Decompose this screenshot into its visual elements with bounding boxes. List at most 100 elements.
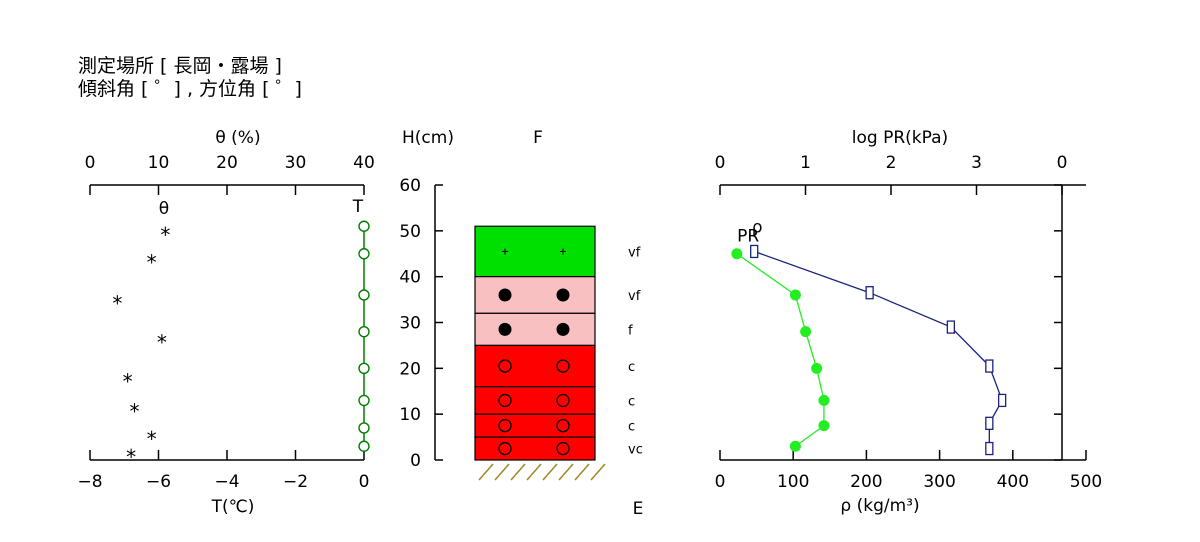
- temp-series-label: T: [352, 197, 364, 217]
- theta-point: *: [123, 370, 133, 394]
- temp-tick-label: 0: [359, 472, 370, 492]
- snow-layer: [474, 386, 596, 415]
- theta-point: *: [126, 445, 136, 469]
- ground-label: E: [633, 499, 644, 519]
- ground-hatch: [526, 463, 542, 481]
- temp-point: [358, 394, 370, 407]
- height-tick-label: 10: [399, 405, 421, 425]
- density-point: [789, 440, 801, 452]
- ground-hatch: [558, 463, 574, 481]
- ground-hatch: [478, 463, 494, 481]
- density-point: [789, 289, 801, 301]
- density-line: [736, 253, 825, 447]
- temp-axis-title: T(℃): [211, 497, 255, 517]
- theta-tick-label: 20: [216, 153, 238, 173]
- grain-symbol-filled: [498, 322, 512, 336]
- theta-tick-label: 30: [285, 153, 307, 173]
- density-point: [800, 326, 812, 338]
- surface-label: F: [533, 128, 543, 148]
- theta-point: *: [147, 427, 157, 451]
- pr-axis-title: log PR(kPa): [852, 128, 948, 148]
- temp-tick-label: −2: [283, 472, 308, 492]
- height-tick-label: 0: [410, 451, 421, 471]
- theta-tick-label: 40: [353, 153, 375, 173]
- snow-layer: [474, 344, 596, 388]
- grain-symbol-open: [498, 441, 512, 456]
- hardness-label: f: [628, 323, 633, 338]
- grain-symbol-filled: [556, 288, 570, 302]
- pr-tick-label: 1: [800, 153, 811, 173]
- theta-axis-title: θ (%): [215, 128, 260, 148]
- height-tick-label: 50: [399, 222, 421, 242]
- temp-tick-label: −4: [214, 472, 239, 492]
- theta-series-label: θ: [159, 199, 169, 219]
- snow-layer: [474, 312, 596, 347]
- grain-symbol-open: [498, 393, 512, 408]
- snow-layer: [474, 413, 596, 438]
- pr-point: [865, 286, 874, 300]
- pr-tick-label: 2: [886, 153, 897, 173]
- density-tick-label: 400: [997, 472, 1029, 492]
- grain-symbol-open: [556, 441, 570, 456]
- slope-line: 傾斜角 [ ゜] , 方位角 [ ゜]: [78, 78, 302, 100]
- temp-point: [358, 289, 370, 301]
- density-tick-label: 0: [715, 472, 726, 492]
- ground-hatch: [542, 463, 558, 481]
- density-point: [818, 394, 830, 406]
- density-point: [818, 420, 830, 432]
- pr-point: [985, 416, 994, 430]
- theta-tick-label: 0: [85, 153, 96, 173]
- pr-tick-label: 0: [1057, 153, 1068, 173]
- density-tick-label: 100: [777, 472, 809, 492]
- temp-point: [358, 440, 370, 452]
- theta-point: *: [130, 399, 140, 423]
- hardness-label: vf: [628, 289, 641, 304]
- density-tick-label: 200: [850, 472, 882, 492]
- height-tick-label: 60: [399, 176, 421, 196]
- hardness-label: c: [628, 420, 635, 435]
- pr-point: [985, 359, 994, 373]
- ground-hatch: [510, 463, 526, 481]
- location-line: 測定場所 [ 長岡・露場 ]: [78, 55, 282, 77]
- grain-symbol-open: [556, 418, 570, 433]
- pr-point: [998, 393, 1007, 408]
- theta-point: *: [147, 250, 157, 274]
- temp-tick-label: −6: [146, 472, 171, 492]
- ground-hatch: [494, 463, 510, 481]
- temp-point: [358, 422, 370, 434]
- theta-point: *: [157, 331, 167, 355]
- theta-point: *: [112, 292, 122, 316]
- pr-series-label: PR: [737, 226, 759, 246]
- ground-hatch: [590, 463, 606, 481]
- snow-layer: [474, 436, 596, 461]
- hardness-label: vc: [628, 443, 643, 458]
- pr-point: [750, 244, 759, 259]
- density-point: [811, 362, 823, 374]
- height-tick-label: 30: [399, 314, 421, 334]
- temp-tick-label: −8: [77, 472, 102, 492]
- pr-point: [946, 320, 955, 334]
- grain-symbol-filled: [556, 322, 570, 336]
- grain-symbol-open: [556, 359, 570, 373]
- density-point: [731, 248, 743, 260]
- theta-tick-label: 10: [148, 153, 170, 173]
- temp-point: [358, 325, 370, 338]
- density-tick-label: 300: [923, 472, 955, 492]
- pr-tick-label: 0: [715, 153, 726, 173]
- temp-point: [358, 362, 370, 375]
- pr-line: [753, 250, 1003, 449]
- pr-point: [985, 441, 994, 456]
- grain-symbol-filled: [498, 288, 512, 302]
- grain-symbol-open: [556, 393, 570, 408]
- density-series-label: ρ: [752, 217, 763, 237]
- snow-layer: [474, 276, 596, 314]
- grain-symbol-open: [498, 418, 512, 433]
- hardness-label: c: [628, 394, 635, 409]
- density-tick-label: 500: [1070, 472, 1102, 492]
- density-axis-title: ρ (kg/m³): [840, 496, 919, 516]
- header: 測定場所 [ 長岡・露場 ] 傾斜角 [ ゜] , 方位角 [ ゜]: [78, 55, 302, 101]
- theta-point: *: [160, 223, 170, 247]
- ground-hatch: [574, 463, 590, 481]
- snow-layer: [474, 225, 596, 278]
